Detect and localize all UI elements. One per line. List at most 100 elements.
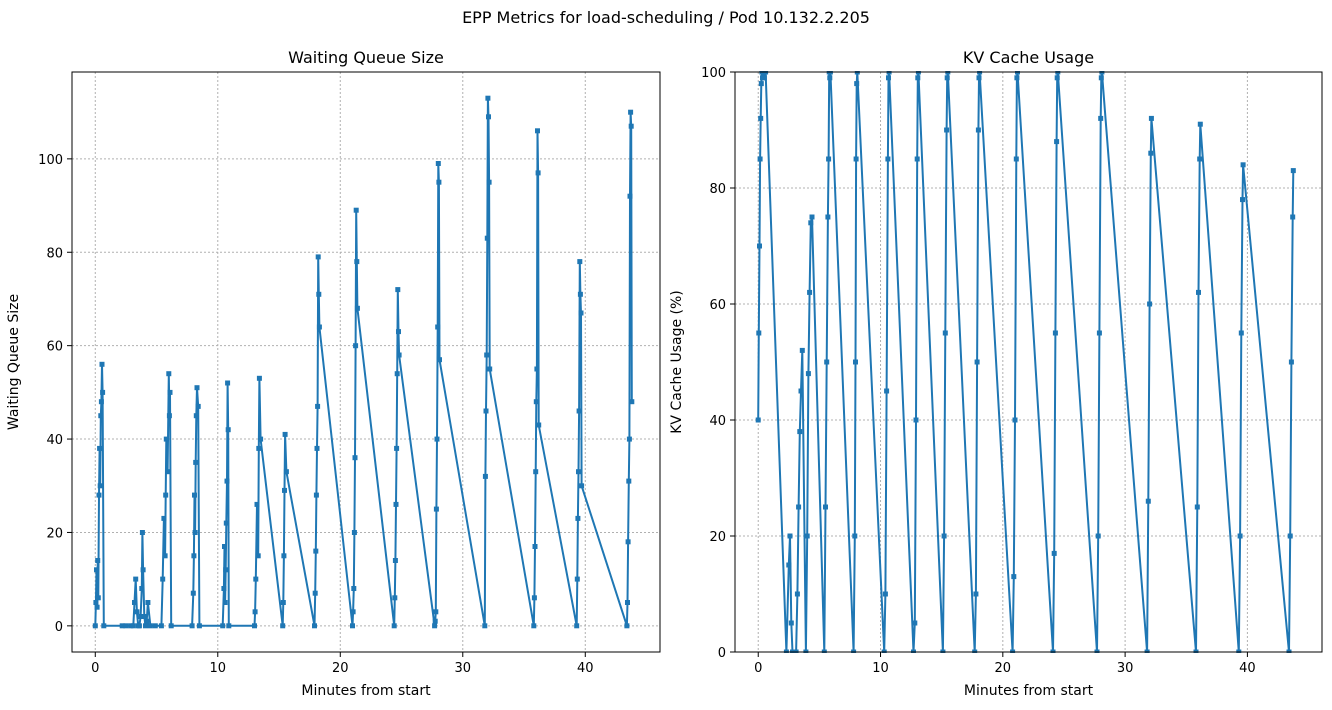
kv-cache-data-point bbox=[1196, 289, 1201, 295]
kv-cache-y-tick-label: 40 bbox=[709, 414, 726, 429]
kv-cache-data-point bbox=[783, 649, 789, 653]
waiting-queue-data-point bbox=[435, 161, 441, 166]
waiting-queue-data-point bbox=[484, 352, 490, 358]
waiting-queue-y-tick-label: 80 bbox=[46, 246, 63, 261]
waiting-queue-data-point bbox=[316, 291, 322, 297]
kv-cache-data-point bbox=[884, 388, 890, 394]
waiting-queue-data-point bbox=[139, 586, 145, 591]
waiting-queue-data-point bbox=[482, 623, 488, 629]
waiting-queue-data-point bbox=[144, 618, 150, 624]
waiting-queue-data-point bbox=[152, 623, 158, 629]
kv-cache-data-point bbox=[1012, 417, 1018, 423]
kv-cache-data-point bbox=[1050, 649, 1056, 653]
waiting-queue-data-point bbox=[191, 553, 197, 559]
kv-cache-data-point bbox=[882, 591, 888, 597]
waiting-queue-data-point bbox=[94, 567, 99, 573]
waiting-queue-data-point bbox=[95, 558, 101, 563]
kv-cache-data-point bbox=[1051, 550, 1057, 556]
waiting-queue-data-point bbox=[220, 623, 226, 629]
kv-cache-x-tick-label: 10 bbox=[872, 661, 889, 676]
waiting-queue-data-point bbox=[350, 609, 356, 615]
waiting-queue-data-point bbox=[626, 478, 632, 484]
waiting-queue-data-point bbox=[577, 259, 583, 265]
waiting-queue-y-tick-label: 40 bbox=[46, 433, 63, 448]
kv-cache-data-point bbox=[804, 533, 810, 539]
kv-cache-data-point bbox=[1147, 301, 1153, 307]
kv-cache-data-point bbox=[790, 649, 795, 653]
waiting-queue-data-point bbox=[437, 357, 442, 363]
waiting-queue-axes-frame bbox=[71, 71, 661, 653]
kv-cache-series-line bbox=[757, 71, 1295, 653]
waiting-queue-data-point bbox=[624, 623, 630, 629]
waiting-queue-data-point bbox=[485, 95, 491, 101]
waiting-queue-data-point bbox=[436, 179, 442, 185]
waiting-queue-data-point bbox=[97, 483, 103, 489]
waiting-queue-data-point bbox=[579, 483, 585, 489]
kv-cache-x-tick-label: 0 bbox=[754, 661, 762, 676]
kv-cache-data-point bbox=[757, 243, 762, 249]
waiting-queue-data-point bbox=[576, 469, 581, 475]
waiting-queue-data-point bbox=[315, 254, 321, 260]
waiting-queue-data-point bbox=[533, 399, 539, 405]
kv-cache-data-point bbox=[826, 156, 832, 162]
waiting-queue-x-tick-label: 30 bbox=[455, 661, 472, 676]
waiting-queue-data-point bbox=[281, 553, 287, 559]
kv-cache-data-point bbox=[944, 75, 950, 81]
waiting-queue-data-point bbox=[532, 544, 538, 549]
waiting-queue-data-point bbox=[353, 207, 359, 213]
waiting-queue-data-point bbox=[222, 544, 227, 549]
kv-cache-y-tick-label: 100 bbox=[701, 66, 726, 81]
waiting-queue-data-point bbox=[145, 600, 151, 605]
waiting-queue-data-point bbox=[282, 431, 288, 437]
waiting-queue-data-point bbox=[628, 109, 634, 115]
waiting-queue-data-point bbox=[486, 179, 492, 185]
kv-cache-data-point bbox=[827, 71, 833, 75]
waiting-queue-data-point bbox=[140, 567, 146, 573]
waiting-queue-y-ticks: 0 20 40 60 80 100 bbox=[38, 153, 72, 635]
waiting-queue-data-point bbox=[132, 600, 137, 605]
kv-cache-data-point bbox=[941, 533, 947, 539]
waiting-queue-data-point bbox=[252, 609, 258, 615]
waiting-queue-data-point bbox=[256, 375, 262, 381]
kv-cache-data-point bbox=[853, 359, 858, 365]
kv-cache-x-tick-label: 20 bbox=[995, 661, 1012, 676]
kv-cache-y-tick-label: 60 bbox=[709, 298, 726, 313]
kv-cache-data-point bbox=[758, 115, 764, 121]
kv-cache-data-point bbox=[1236, 649, 1242, 653]
waiting-queue-title: Waiting Queue Size bbox=[288, 48, 444, 67]
waiting-queue-data-point bbox=[226, 623, 232, 629]
waiting-queue-data-point bbox=[391, 623, 397, 629]
kv-cache-data-point bbox=[1095, 533, 1101, 539]
waiting-queue-data-point bbox=[195, 403, 201, 409]
waiting-queue-data-point bbox=[100, 389, 106, 395]
waiting-queue-data-point bbox=[165, 469, 171, 475]
waiting-queue-data-point bbox=[432, 618, 438, 624]
waiting-queue-y-tick-label: 20 bbox=[46, 526, 63, 541]
waiting-queue-data-point bbox=[315, 403, 321, 409]
waiting-queue-data-point bbox=[482, 473, 488, 479]
kv-cache-data-point bbox=[1193, 649, 1199, 653]
waiting-queue-data-point bbox=[167, 389, 173, 395]
kv-cache-data-point bbox=[1098, 75, 1104, 81]
waiting-queue-data-point bbox=[283, 469, 289, 475]
waiting-queue-data-point bbox=[626, 436, 632, 442]
waiting-queue-data-point bbox=[98, 413, 104, 419]
kv-cache-data-point bbox=[977, 71, 983, 75]
waiting-queue-data-point bbox=[130, 623, 136, 629]
waiting-queue-data-point bbox=[576, 408, 582, 414]
waiting-queue-data-point bbox=[312, 623, 317, 629]
waiting-queue-data-point bbox=[535, 128, 540, 134]
waiting-queue-data-point bbox=[123, 623, 129, 629]
kv-cache-data-point bbox=[756, 330, 762, 336]
kv-cache-x-tick-label: 40 bbox=[1239, 661, 1256, 676]
kv-cache-data-point bbox=[788, 620, 794, 626]
waiting-queue-data-point bbox=[224, 478, 230, 484]
kv-cache-data-point bbox=[805, 371, 811, 377]
waiting-queue-x-tick-label: 20 bbox=[332, 661, 349, 676]
kv-cache-data-point bbox=[1011, 574, 1017, 580]
kv-cache-data-point bbox=[1148, 150, 1154, 156]
kv-cache-data-point bbox=[1094, 649, 1100, 653]
kv-cache-data-point bbox=[758, 81, 764, 87]
waiting-queue-data-point bbox=[255, 553, 261, 559]
